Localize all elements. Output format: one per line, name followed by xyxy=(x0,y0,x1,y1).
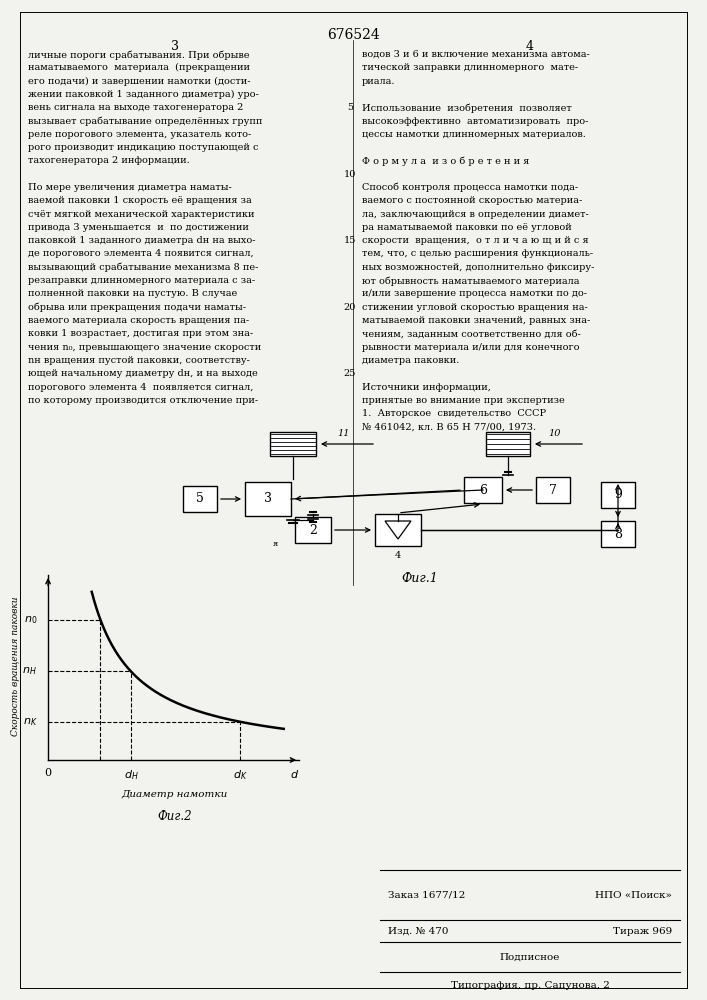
Text: стижении угловой скоростью вращения на-: стижении угловой скоростью вращения на- xyxy=(362,303,588,312)
Text: Диаметр намотки: Диаметр намотки xyxy=(122,790,228,799)
Bar xyxy=(486,432,530,456)
Text: 10: 10 xyxy=(344,170,356,179)
Text: Подписное: Подписное xyxy=(500,952,560,962)
Text: ваемой паковки 1 скорость её вращения за: ваемой паковки 1 скорость её вращения за xyxy=(28,196,252,205)
Text: по которому производится отключение при-: по которому производится отключение при- xyxy=(28,396,258,405)
Text: Заказ 1677/12: Заказ 1677/12 xyxy=(388,890,465,900)
Text: принятые во внимание при экспертизе: принятые во внимание при экспертизе xyxy=(362,396,565,405)
Text: 2: 2 xyxy=(309,524,317,536)
Text: 1.  Авторское  свидетельство  СССР: 1. Авторское свидетельство СССР xyxy=(362,409,546,418)
Text: Способ контроля процесса намотки пода-: Способ контроля процесса намотки пода- xyxy=(362,183,578,192)
Bar xyxy=(601,521,635,547)
Text: $d_K$: $d_K$ xyxy=(233,768,247,782)
Bar xyxy=(295,517,331,543)
Text: вызывающий срабатывание механизма 8 пе-: вызывающий срабатывание механизма 8 пе- xyxy=(28,263,258,272)
Text: $d_H$: $d_H$ xyxy=(124,768,139,782)
Text: $n_K$: $n_K$ xyxy=(23,716,37,728)
Text: Использование  изобретения  позволяет: Использование изобретения позволяет xyxy=(362,103,572,113)
Text: жении паковкой 1 заданного диаметра) уро-: жении паковкой 1 заданного диаметра) уро… xyxy=(28,90,259,99)
Text: Фиг.2: Фиг.2 xyxy=(158,810,192,823)
Text: водов 3 и 6 и включение механизма автома-: водов 3 и 6 и включение механизма автома… xyxy=(362,50,590,59)
Text: скорости  вращения,  о т л и ч а ю щ и й с я: скорости вращения, о т л и ч а ю щ и й с… xyxy=(362,236,589,245)
Text: тической заправки длинномерного  мате-: тической заправки длинномерного мате- xyxy=(362,63,578,72)
Text: и/или завершение процесса намотки по до-: и/или завершение процесса намотки по до- xyxy=(362,289,587,298)
Text: № 461042, кл. В 65 Н 77/00, 1973.: № 461042, кл. В 65 Н 77/00, 1973. xyxy=(362,422,536,431)
Text: 4: 4 xyxy=(395,551,401,560)
Text: тем, что, с целью расширения функциональ-: тем, что, с целью расширения функциональ… xyxy=(362,249,593,258)
Text: высокоэффективно  автоматизировать  про-: высокоэффективно автоматизировать про- xyxy=(362,116,588,125)
Text: личные пороги срабатывания. При обрыве: личные пороги срабатывания. При обрыве xyxy=(28,50,250,60)
Text: НПО «Поиск»: НПО «Поиск» xyxy=(595,890,672,900)
Text: наматываемого  материала  (прекращении: наматываемого материала (прекращении xyxy=(28,63,250,72)
Bar xyxy=(601,482,635,508)
Text: счёт мягкой механической характеристики: счёт мягкой механической характеристики xyxy=(28,210,255,219)
Text: 6: 6 xyxy=(479,484,487,496)
Text: риала.: риала. xyxy=(362,77,395,86)
Text: ваемого материала скорость вращения па-: ваемого материала скорость вращения па- xyxy=(28,316,249,325)
Bar xyxy=(183,486,217,512)
Text: Источники информации,: Источники информации, xyxy=(362,382,491,391)
Text: ных возможностей, дополнительно фиксиру-: ных возможностей, дополнительно фиксиру- xyxy=(362,263,595,272)
Text: цессы намотки длинномерных материалов.: цессы намотки длинномерных материалов. xyxy=(362,130,586,139)
Text: привода 3 уменьшается  и  по достижении: привода 3 уменьшается и по достижении xyxy=(28,223,249,232)
Text: 10: 10 xyxy=(549,429,561,438)
Text: его подачи) и завершении намотки (дости-: его подачи) и завершении намотки (дости- xyxy=(28,77,250,86)
Bar xyxy=(270,432,316,456)
Text: 5: 5 xyxy=(347,103,353,112)
Text: ра наматываемой паковки по её угловой: ра наматываемой паковки по её угловой xyxy=(362,223,572,232)
Text: матываемой паковки значений, равных зна-: матываемой паковки значений, равных зна- xyxy=(362,316,590,325)
Text: 25: 25 xyxy=(344,369,356,378)
Text: 15: 15 xyxy=(344,236,356,245)
Text: вень сигнала на выходе тахогенератора 2: вень сигнала на выходе тахогенератора 2 xyxy=(28,103,243,112)
Text: Изд. № 470: Изд. № 470 xyxy=(388,926,448,936)
Text: 0: 0 xyxy=(45,768,52,778)
Text: По мере увеличения диаметра наматы-: По мере увеличения диаметра наматы- xyxy=(28,183,232,192)
Text: 3: 3 xyxy=(264,492,272,506)
Text: вызывает срабатывание определённых групп: вызывает срабатывание определённых групп xyxy=(28,116,262,126)
Text: порогового элемента 4  появляется сигнал,: порогового элемента 4 появляется сигнал, xyxy=(28,382,253,391)
Text: ющей начальному диаметру dн, и на выходе: ющей начальному диаметру dн, и на выходе xyxy=(28,369,258,378)
Bar xyxy=(464,477,502,503)
Text: диаметра паковки.: диаметра паковки. xyxy=(362,356,460,365)
Text: $n_0$: $n_0$ xyxy=(24,614,37,626)
Text: рого производит индикацию поступающей с: рого производит индикацию поступающей с xyxy=(28,143,259,152)
Text: 3: 3 xyxy=(171,40,179,53)
Bar xyxy=(536,477,570,503)
Bar xyxy=(375,514,421,546)
Text: 4: 4 xyxy=(526,40,534,53)
Text: ваемого с постоянной скоростью материа-: ваемого с постоянной скоростью материа- xyxy=(362,196,583,205)
Text: nн вращения пустой паковки, соответству-: nн вращения пустой паковки, соответству- xyxy=(28,356,250,365)
Text: чения n₀, превышающего значение скорости: чения n₀, превышающего значение скорости xyxy=(28,343,262,352)
Text: де порогового элемента 4 появится сигнал,: де порогового элемента 4 появится сигнал… xyxy=(28,249,254,258)
Text: 11: 11 xyxy=(338,429,350,438)
Text: ковки 1 возрастает, достигая при этом зна-: ковки 1 возрастает, достигая при этом зн… xyxy=(28,329,253,338)
Text: 20: 20 xyxy=(344,303,356,312)
Text: тахогенератора 2 информации.: тахогенератора 2 информации. xyxy=(28,156,189,165)
Text: Скорость вращения паковки: Скорость вращения паковки xyxy=(11,596,20,736)
Text: чениям, заданным соответственно для об-: чениям, заданным соответственно для об- xyxy=(362,329,580,338)
Text: $n_H$: $n_H$ xyxy=(23,666,37,677)
Text: 7: 7 xyxy=(549,484,557,496)
Bar xyxy=(245,482,291,516)
Text: Типография, пр. Сапунова, 2: Типография, пр. Сапунова, 2 xyxy=(450,982,609,990)
Text: Фиг.1: Фиг.1 xyxy=(402,572,438,585)
Text: я: я xyxy=(272,540,278,548)
Text: рывности материала и/или для конечного: рывности материала и/или для конечного xyxy=(362,343,580,352)
Text: $d$: $d$ xyxy=(290,768,299,780)
Text: обрыва или прекращения подачи наматы-: обрыва или прекращения подачи наматы- xyxy=(28,303,246,312)
Text: полненной паковки на пустую. В случае: полненной паковки на пустую. В случае xyxy=(28,289,238,298)
Text: 9: 9 xyxy=(614,488,622,502)
Text: 676524: 676524 xyxy=(327,28,380,42)
Text: Тираж 969: Тираж 969 xyxy=(613,926,672,936)
Text: 5: 5 xyxy=(196,492,204,506)
Text: ют обрывность наматываемого материала: ют обрывность наматываемого материала xyxy=(362,276,580,286)
Text: реле порогового элемента, указатель кото-: реле порогового элемента, указатель кото… xyxy=(28,130,251,139)
Text: резаправки длинномерного материала с за-: резаправки длинномерного материала с за- xyxy=(28,276,255,285)
Text: паковкой 1 заданного диаметра dн на выхо-: паковкой 1 заданного диаметра dн на выхо… xyxy=(28,236,255,245)
Text: Ф о р м у л а  и з о б р е т е н и я: Ф о р м у л а и з о б р е т е н и я xyxy=(362,156,530,166)
Text: ла, заключающийся в определении диамет-: ла, заключающийся в определении диамет- xyxy=(362,210,589,219)
Text: 8: 8 xyxy=(614,528,622,540)
